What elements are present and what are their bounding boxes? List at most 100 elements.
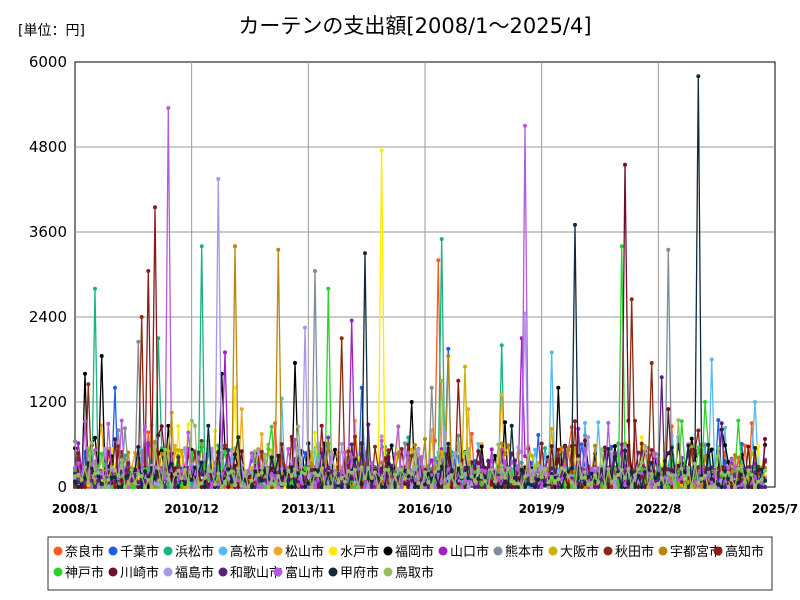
data-point <box>606 485 611 489</box>
data-point <box>543 467 547 471</box>
data-point <box>373 485 377 489</box>
data-point <box>389 466 394 471</box>
data-point <box>409 400 414 404</box>
data-point <box>496 442 501 447</box>
data-point <box>73 479 77 484</box>
data-point <box>596 420 601 425</box>
data-point <box>586 474 591 479</box>
data-point <box>76 480 81 485</box>
data-point <box>413 485 417 489</box>
data-point <box>283 469 287 474</box>
data-point <box>259 478 264 483</box>
data-point <box>379 485 384 489</box>
data-point <box>413 443 417 447</box>
data-point <box>623 475 627 480</box>
data-point <box>199 439 204 443</box>
data-point <box>99 481 104 486</box>
data-point <box>579 475 584 480</box>
data-point <box>196 450 201 455</box>
data-point <box>166 485 171 489</box>
data-point <box>439 479 444 484</box>
data-point <box>656 467 661 472</box>
data-point <box>683 470 687 475</box>
data-point <box>93 485 97 489</box>
data-point <box>736 480 741 485</box>
data-point <box>529 453 534 458</box>
data-point <box>423 470 427 475</box>
data-point <box>109 485 114 489</box>
data-point <box>109 465 114 470</box>
data-point <box>673 485 677 489</box>
data-point <box>536 433 541 437</box>
data-point <box>343 485 347 489</box>
data-point <box>496 485 501 489</box>
data-point <box>129 481 134 486</box>
data-point <box>253 469 257 474</box>
data-point <box>463 450 467 455</box>
data-point <box>713 485 717 489</box>
data-point <box>293 437 297 442</box>
data-point <box>83 485 87 489</box>
legend-marker <box>53 546 63 556</box>
data-point <box>689 447 694 452</box>
data-point <box>189 477 194 482</box>
data-point <box>646 485 651 489</box>
data-point <box>146 485 151 489</box>
data-point <box>606 447 611 451</box>
data-point <box>83 476 87 481</box>
data-point <box>216 485 221 489</box>
data-point <box>156 336 161 341</box>
data-point <box>276 247 281 252</box>
data-point <box>639 460 644 465</box>
data-point <box>749 485 754 489</box>
data-point <box>216 482 221 487</box>
data-point <box>613 444 617 449</box>
legend-marker <box>713 546 723 556</box>
data-point <box>369 461 374 466</box>
data-point <box>313 430 317 435</box>
data-point <box>576 485 581 489</box>
data-point <box>486 459 491 464</box>
data-point <box>369 475 374 480</box>
data-point <box>349 318 354 323</box>
data-point <box>763 437 767 441</box>
data-point <box>126 481 131 486</box>
data-point <box>696 445 701 450</box>
data-point <box>449 485 454 489</box>
data-point <box>353 480 357 485</box>
data-point <box>576 457 581 462</box>
data-point <box>719 485 724 489</box>
data-point <box>476 485 481 489</box>
data-point <box>463 478 467 483</box>
legend-label: 宇都宮市 <box>670 544 722 560</box>
data-point <box>639 450 644 455</box>
data-point <box>189 485 194 489</box>
data-point <box>83 371 87 376</box>
data-point <box>666 407 671 412</box>
data-point <box>613 450 617 455</box>
data-point <box>666 451 671 456</box>
data-point <box>666 485 671 489</box>
data-point <box>419 485 424 489</box>
data-point <box>753 485 757 489</box>
data-point <box>523 454 527 459</box>
data-point <box>129 485 134 489</box>
data-point <box>179 476 184 481</box>
data-point <box>423 482 427 487</box>
data-point <box>549 485 554 489</box>
data-point <box>496 475 501 480</box>
data-point <box>93 286 97 291</box>
legend-marker <box>383 567 393 577</box>
data-point <box>473 469 477 474</box>
data-point <box>236 478 241 483</box>
data-point <box>759 467 764 472</box>
data-point <box>549 474 554 479</box>
data-point <box>176 424 181 429</box>
data-point <box>83 465 87 470</box>
data-point <box>143 485 147 489</box>
data-point <box>703 485 707 489</box>
data-point <box>256 485 261 489</box>
data-point <box>583 475 587 480</box>
data-point <box>693 461 697 466</box>
data-point <box>156 466 161 471</box>
